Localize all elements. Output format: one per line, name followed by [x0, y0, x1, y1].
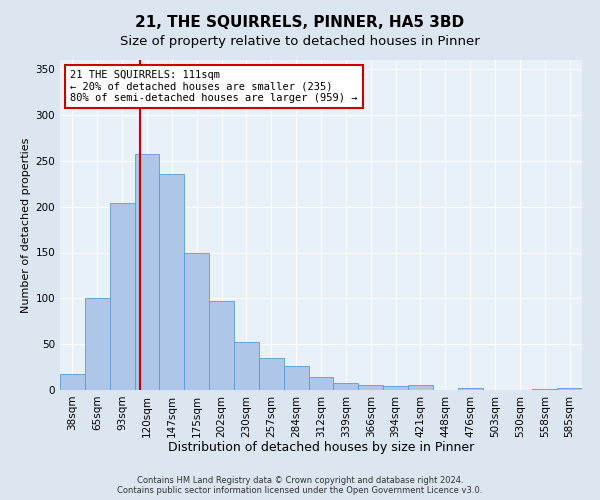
Bar	[408, 386, 433, 390]
X-axis label: Distribution of detached houses by size in Pinner: Distribution of detached houses by size …	[168, 441, 474, 454]
Bar	[259, 358, 284, 390]
Bar	[334, 382, 358, 390]
Bar	[358, 384, 383, 390]
Bar	[60, 374, 85, 390]
Bar	[383, 386, 408, 390]
Text: 21, THE SQUIRRELS, PINNER, HA5 3BD: 21, THE SQUIRRELS, PINNER, HA5 3BD	[136, 15, 464, 30]
Bar	[308, 377, 334, 390]
Bar	[557, 388, 582, 390]
Text: Contains HM Land Registry data © Crown copyright and database right 2024.
Contai: Contains HM Land Registry data © Crown c…	[118, 476, 482, 495]
Bar	[184, 252, 209, 390]
Bar	[160, 174, 184, 390]
Bar	[85, 298, 110, 390]
Y-axis label: Number of detached properties: Number of detached properties	[21, 138, 31, 312]
Bar	[458, 388, 482, 390]
Text: Size of property relative to detached houses in Pinner: Size of property relative to detached ho…	[120, 35, 480, 48]
Bar	[284, 366, 308, 390]
Bar	[209, 301, 234, 390]
Bar	[532, 389, 557, 390]
Text: 21 THE SQUIRRELS: 111sqm
← 20% of detached houses are smaller (235)
80% of semi-: 21 THE SQUIRRELS: 111sqm ← 20% of detach…	[70, 70, 358, 103]
Bar	[134, 154, 160, 390]
Bar	[234, 342, 259, 390]
Bar	[110, 203, 134, 390]
